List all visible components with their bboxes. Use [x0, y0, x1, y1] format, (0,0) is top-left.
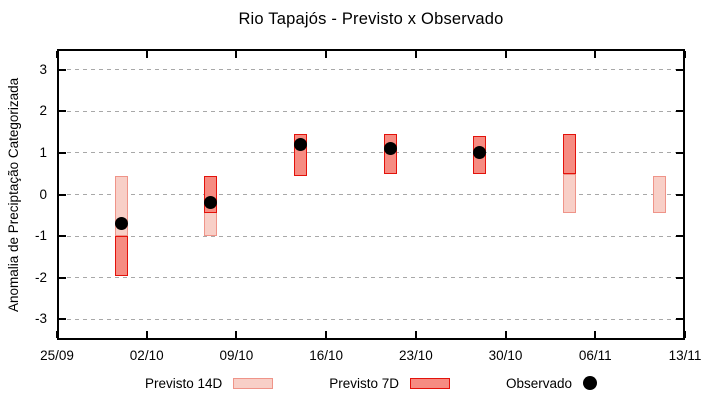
legend-dot-observado-icon: [583, 376, 598, 390]
x-tick-label: 25/09: [40, 348, 74, 363]
legend: Previsto 14D Previsto 7D Observado: [57, 371, 685, 395]
x-tick-label: 16/10: [309, 348, 344, 363]
y-tick-mark: [676, 68, 683, 71]
legend-swatch-previsto-14d-icon: [233, 377, 274, 389]
y-tick-label: -1: [34, 228, 47, 244]
x-tick-label: 13/11: [668, 348, 702, 363]
legend-item-previsto-7d: Previsto 7D: [329, 375, 451, 391]
y-tick-mark: [676, 151, 683, 154]
x-tick-mark: [235, 331, 238, 338]
x-tick-label: 09/10: [219, 348, 254, 363]
y-tick-mark: [59, 318, 66, 321]
x-tick-label: 06/11: [578, 348, 612, 363]
previsto-14d-bar: [563, 173, 577, 214]
previsto-14d-bar: [652, 175, 666, 214]
gridline: [59, 194, 683, 195]
y-tick-mark: [676, 110, 683, 113]
y-tick-mark: [59, 276, 66, 279]
x-tick-mark: [325, 331, 328, 338]
y-tick-mark: [59, 235, 66, 238]
legend-item-observado: Observado: [506, 375, 598, 391]
x-tick-mark: [504, 51, 507, 58]
gridline: [59, 110, 683, 112]
x-tick-mark: [145, 331, 148, 338]
x-tick-mark: [414, 331, 417, 338]
y-tick-mark: [59, 151, 66, 154]
x-tick-mark: [594, 331, 597, 338]
previsto-7d-bar: [563, 134, 577, 174]
y-tick-mark: [676, 193, 683, 196]
y-tick-mark: [676, 276, 683, 279]
gridline: [59, 318, 683, 320]
legend-label-observado: Observado: [506, 375, 573, 391]
y-tick-label: 0: [39, 186, 47, 202]
x-tick-mark: [684, 331, 686, 338]
gridline: [59, 235, 683, 237]
gridline: [59, 277, 683, 279]
x-tick-label: 02/10: [129, 348, 164, 363]
y-tick-label: -3: [34, 311, 47, 327]
y-tick-label: 1: [39, 144, 47, 160]
x-tick-mark: [235, 51, 238, 58]
observado-dot: [473, 146, 487, 160]
gridline: [59, 69, 683, 71]
y-tick-label: 2: [39, 103, 47, 119]
legend-item-previsto-14d: Previsto 14D: [144, 375, 274, 391]
observado-dot: [204, 196, 218, 210]
y-tick-mark: [676, 318, 683, 321]
x-tick-mark: [594, 51, 597, 58]
y-tick-label: -2: [34, 269, 47, 285]
y-tick-mark: [59, 68, 66, 71]
observado-dot: [383, 142, 397, 156]
legend-label-previsto-14d: Previsto 14D: [144, 375, 223, 391]
x-tick-label: 30/10: [488, 348, 523, 363]
x-tick-mark: [325, 51, 328, 58]
observado-dot: [294, 138, 307, 152]
y-tick-mark: [676, 235, 683, 238]
y-tick-mark: [59, 110, 66, 113]
x-tick-mark: [504, 331, 507, 338]
gridline: [59, 152, 683, 154]
x-tick-mark: [145, 51, 148, 58]
previsto-7d-bar: [114, 236, 128, 276]
y-tick-mark: [59, 193, 66, 196]
legend-swatch-previsto-7d-icon: [410, 377, 451, 389]
observado-dot: [114, 217, 128, 231]
x-tick-mark: [684, 51, 686, 58]
chart-title: Rio Tapajós - Previsto x Observado: [238, 10, 504, 28]
y-tick-label: 3: [39, 61, 47, 77]
x-tick-label: 23/10: [398, 348, 433, 363]
legend-label-previsto-7d: Previsto 7D: [329, 375, 400, 391]
x-tick-mark: [414, 51, 417, 58]
x-tick-mark: [56, 331, 58, 338]
x-tick-mark: [56, 51, 58, 58]
